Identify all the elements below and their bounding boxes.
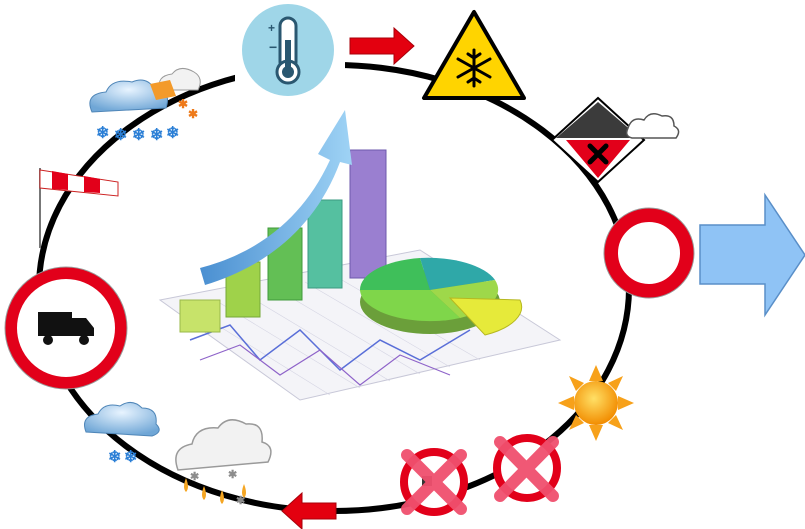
svg-text:❄: ❄ xyxy=(96,125,109,142)
no-entry-sign-icon xyxy=(603,207,695,299)
red-arrow-right-icon xyxy=(349,26,415,66)
svg-text:❄: ❄ xyxy=(150,127,163,144)
svg-text:❄: ❄ xyxy=(108,449,121,466)
svg-text:✱: ✱ xyxy=(236,495,245,507)
blue-arrow-right-icon xyxy=(699,192,805,318)
windsock-icon xyxy=(39,168,119,248)
svg-text:−: − xyxy=(269,39,277,55)
svg-text:❄: ❄ xyxy=(166,125,179,142)
sun-icon xyxy=(558,365,634,441)
avalanche-danger-icon xyxy=(550,96,680,184)
crossed-out-sign-icon xyxy=(493,434,561,502)
svg-text:❄: ❄ xyxy=(114,127,127,144)
thermometer-icon: + − xyxy=(235,0,345,100)
svg-text:❄: ❄ xyxy=(124,449,137,466)
sleet-cloud-icon: ✱ ✱ ✱ xyxy=(175,419,272,507)
svg-text:✱: ✱ xyxy=(228,469,237,481)
svg-text:✱: ✱ xyxy=(188,107,198,121)
svg-text:✱: ✱ xyxy=(190,471,199,483)
svg-text:❄: ❄ xyxy=(132,127,145,144)
svg-text:+: + xyxy=(268,21,275,35)
crossed-out-sign-icon xyxy=(400,448,468,516)
snowflake-warning-icon xyxy=(422,10,526,100)
statistics-charts-icon xyxy=(158,110,562,401)
no-trucks-sign-icon xyxy=(4,266,128,390)
red-arrow-left-icon xyxy=(281,491,337,529)
snow-cloud-icon: ❄ ❄ xyxy=(84,402,160,466)
svg-text:✱: ✱ xyxy=(178,97,188,111)
snow-and-wind-icon: ❄ ❄ ❄ ❄ ❄ ✱✱ xyxy=(89,68,201,144)
